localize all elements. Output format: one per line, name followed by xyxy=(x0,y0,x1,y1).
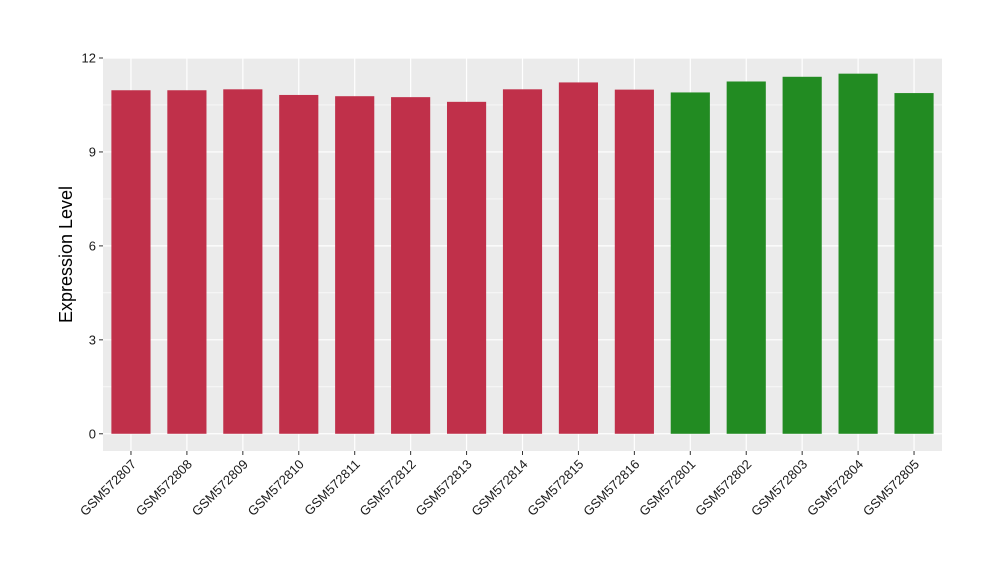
bar-GSM572809 xyxy=(223,89,263,434)
bar-GSM572814 xyxy=(502,89,543,434)
x-tick-label: GSM572805 xyxy=(860,457,922,519)
x-tick-label: GSM572801 xyxy=(636,457,698,519)
y-tick-label: 6 xyxy=(89,238,96,253)
bar-GSM572813 xyxy=(446,101,487,434)
bar-GSM572811 xyxy=(335,96,375,434)
x-tick-label: GSM572807 xyxy=(77,457,139,519)
bar-GSM572816 xyxy=(614,89,654,434)
x-tick-label: GSM572804 xyxy=(804,457,866,519)
bars xyxy=(111,73,934,434)
y-tick-label: 0 xyxy=(89,426,96,441)
bar-GSM572804 xyxy=(838,73,878,434)
bar-GSM572808 xyxy=(167,90,207,434)
bar-GSM572803 xyxy=(782,76,822,434)
bar-GSM572801 xyxy=(670,92,710,434)
x-tick-label: GSM572813 xyxy=(412,457,474,519)
bar-GSM572812 xyxy=(391,97,431,434)
x-tick-label: GSM572802 xyxy=(692,457,754,519)
bar-GSM572802 xyxy=(726,81,766,434)
x-tick-label: GSM572812 xyxy=(357,457,419,519)
bar-GSM572815 xyxy=(558,82,599,434)
x-tick-label: GSM572803 xyxy=(748,457,810,519)
bar-GSM572807 xyxy=(111,90,151,434)
x-tick-label: GSM572815 xyxy=(524,457,586,519)
x-tick-label: GSM572811 xyxy=(301,457,363,519)
bar-GSM572805 xyxy=(894,93,934,434)
y-tick-label: 3 xyxy=(89,332,96,347)
bar-GSM572810 xyxy=(279,94,319,434)
x-tick-label: GSM572809 xyxy=(189,457,251,519)
x-tick-label: GSM572816 xyxy=(580,457,642,519)
x-tick-label: GSM572814 xyxy=(468,457,530,519)
y-tick-label: 9 xyxy=(89,144,96,159)
x-tick-label: GSM572808 xyxy=(133,457,195,519)
x-axis: GSM572807GSM572808GSM572809GSM572810GSM5… xyxy=(77,451,922,519)
y-axis-title: Expression Level xyxy=(56,186,76,323)
x-tick-label: GSM572810 xyxy=(245,457,307,519)
y-tick-label: 12 xyxy=(82,51,96,66)
y-axis: 0 3 6 9 12 xyxy=(82,51,103,441)
